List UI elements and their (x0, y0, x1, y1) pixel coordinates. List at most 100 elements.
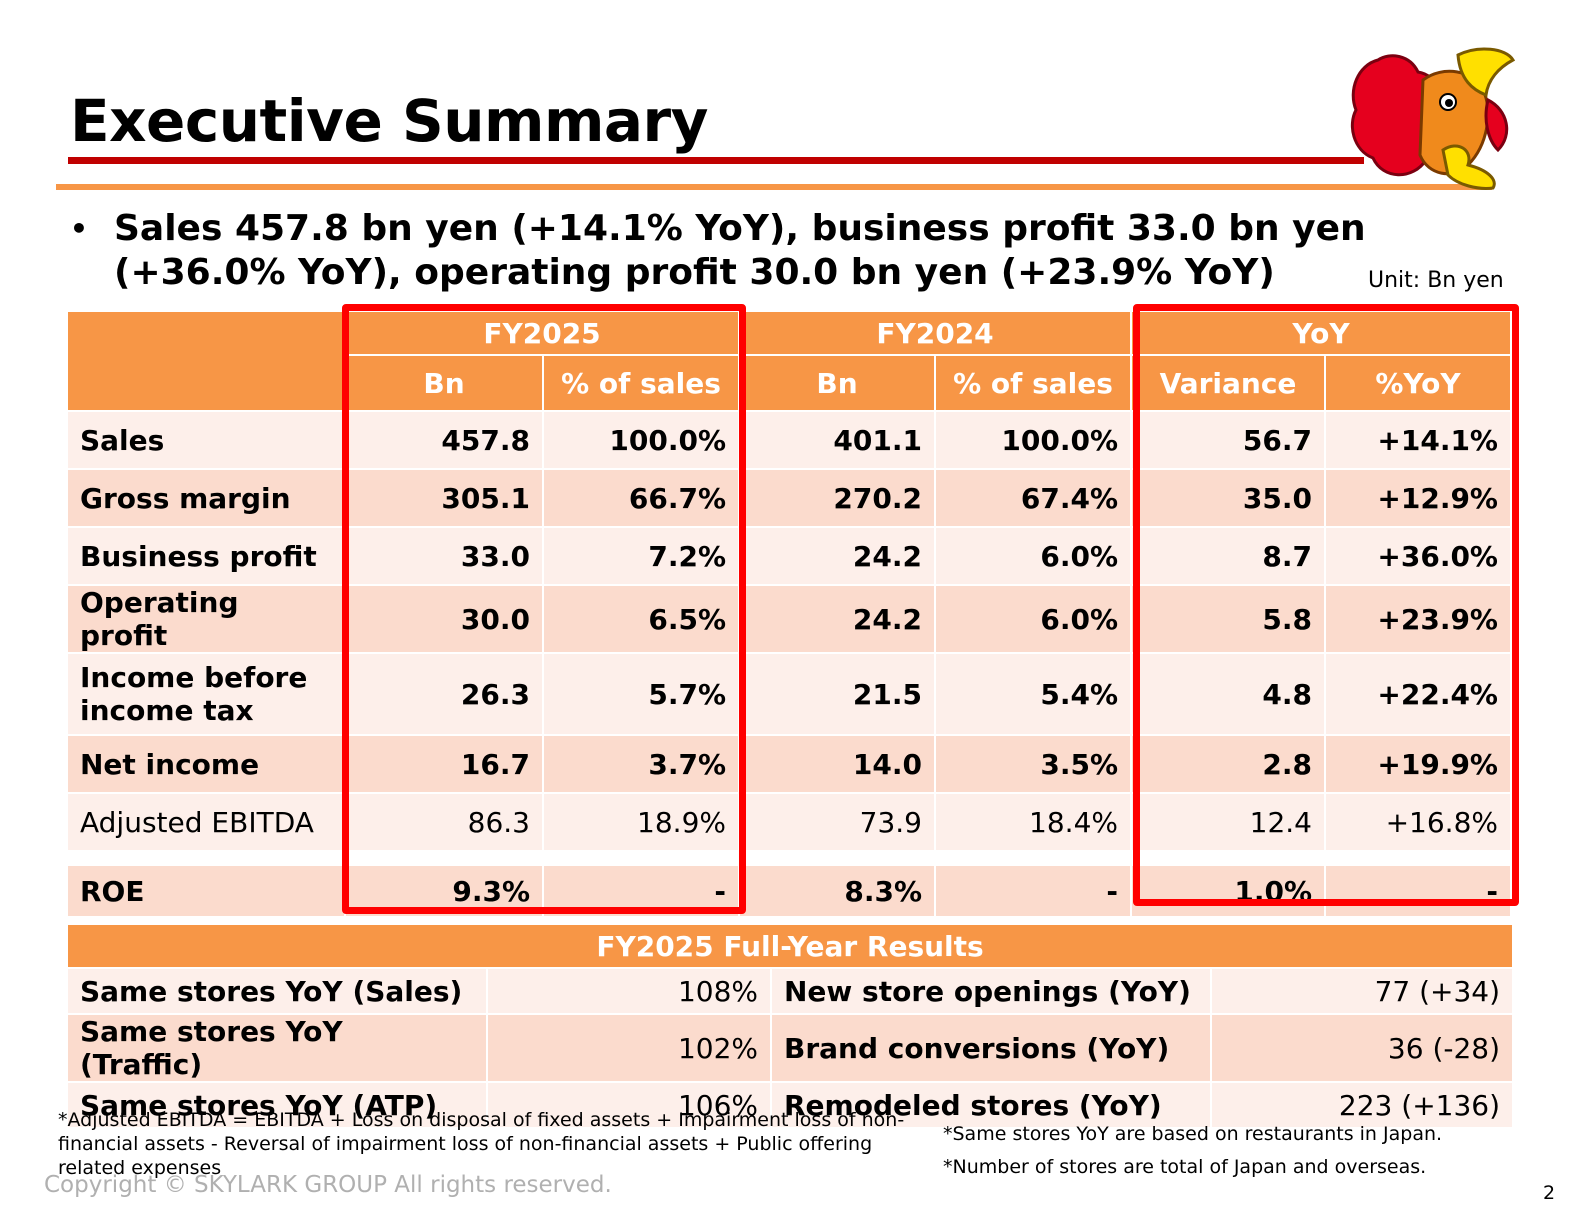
group-header-fy2025: FY2025 (344, 310, 740, 356)
cell: 100.0% (542, 410, 740, 470)
mascot-chicken-icon (1350, 47, 1516, 190)
cell: 6.5% (542, 584, 740, 654)
cell: +22.4% (1324, 652, 1512, 736)
row-label: Business profit (66, 526, 346, 586)
results-value: 77 (+34) (1209, 967, 1515, 1015)
cell: 67.4% (934, 468, 1132, 528)
cell: 270.2 (738, 468, 936, 528)
table-row: Gross margin 305.1 66.7% 270.2 67.4% 35.… (66, 468, 1512, 528)
results-label: New store openings (YoY) (770, 967, 1212, 1015)
cell: 3.7% (542, 734, 740, 794)
results-label: Brand conversions (YoY) (770, 1013, 1212, 1083)
page-title: Executive Summary (70, 87, 708, 155)
cell: +23.9% (1324, 584, 1512, 654)
cell: 73.9 (738, 792, 936, 852)
cell: +19.9% (1324, 734, 1512, 794)
row-label: ROE (66, 864, 346, 918)
table-row: Same stores YoY (Traffic) 102% Brand con… (66, 1013, 1515, 1083)
results-label: Same stores YoY (Traffic) (66, 1013, 488, 1083)
footnotes-right: *Same stores YoY are based on restaurant… (943, 1118, 1563, 1184)
subheader-variance: Variance (1130, 354, 1326, 412)
cell: 305.1 (344, 468, 544, 528)
cell: 12.4 (1130, 792, 1326, 852)
cell: 66.7% (542, 468, 740, 528)
table-row: Adjusted EBITDA 86.3 18.9% 73.9 18.4% 12… (66, 792, 1512, 852)
cell: - (934, 864, 1132, 918)
results-value: 36 (-28) (1209, 1013, 1515, 1083)
row-spacer (67, 851, 1511, 865)
summary-text: Sales 457.8 bn yen (+14.1% YoY), busines… (114, 208, 1366, 293)
group-header-fy2024: FY2024 (738, 310, 1132, 356)
results-label: Remodeled stores (YoY) (770, 1081, 1212, 1129)
results-label: Same stores YoY (ATP) (66, 1081, 488, 1129)
cell: 5.7% (542, 652, 740, 736)
footnote-ebitda: *Adjusted EBITDA = EBITDA + Loss on disp… (58, 1109, 905, 1179)
table-row: Business profit 33.0 7.2% 24.2 6.0% 8.7 … (66, 526, 1512, 586)
cell: 30.0 (344, 584, 544, 654)
cell: 401.1 (738, 410, 936, 470)
cell: 5.4% (934, 652, 1132, 736)
cell: 5.8 (1130, 584, 1326, 654)
table-row: Net income 16.7 3.7% 14.0 3.5% 2.8 +19.9… (66, 734, 1512, 794)
subheader-fy2025-bn: Bn (344, 354, 544, 412)
cell: 33.0 (344, 526, 544, 586)
cell: 6.0% (934, 526, 1132, 586)
table-row: Income before income tax 26.3 5.7% 21.5 … (66, 652, 1512, 736)
cell: +12.9% (1324, 468, 1512, 528)
row-label: Gross margin (66, 468, 346, 528)
results-label: Same stores YoY (Sales) (66, 967, 488, 1015)
cell: 3.5% (934, 734, 1132, 794)
unit-label: Unit: Bn yen (1368, 268, 1504, 293)
spacer-cell (67, 851, 1511, 865)
subheader-pct-yoy: %YoY (1324, 354, 1512, 412)
cell: 56.7 (1130, 410, 1326, 470)
footnote-stores-total: *Number of stores are total of Japan and… (943, 1156, 1427, 1178)
cell: - (1324, 864, 1512, 918)
cell: 457.8 (344, 410, 544, 470)
cell: 8.7 (1130, 526, 1326, 586)
cell: 4.8 (1130, 652, 1326, 736)
page-number: 2 (1543, 1182, 1556, 1204)
cell: 100.0% (934, 410, 1132, 470)
cell: 24.2 (738, 584, 936, 654)
financial-table: FY2025 FY2024 YoY Bn % of sales Bn % of … (66, 310, 1512, 918)
header-divider (56, 184, 1492, 190)
table-row: Same stores YoY (Sales) 108% New store o… (66, 967, 1515, 1015)
table-corner (66, 310, 346, 412)
subheader-fy2024-bn: Bn (738, 354, 936, 412)
subheader-fy2025-pct: % of sales (542, 354, 740, 412)
row-label: Income before income tax (66, 652, 346, 736)
highlight-box-fy2025 (342, 304, 746, 914)
cell: 6.0% (934, 584, 1132, 654)
copyright: Copyright © SKYLARK GROUP All rights res… (44, 1172, 612, 1198)
cell: 18.4% (934, 792, 1132, 852)
cell: 1.0% (1130, 864, 1326, 918)
results-value: 102% (486, 1013, 772, 1083)
bullet-marker: • (70, 212, 88, 245)
title-underline (68, 157, 1364, 164)
table-row: Sales 457.8 100.0% 401.1 100.0% 56.7 +14… (66, 410, 1512, 470)
table-row: Operating profit 30.0 6.5% 24.2 6.0% 5.8… (66, 584, 1512, 654)
cell: 35.0 (1130, 468, 1326, 528)
results-value: 223 (+136) (1209, 1081, 1515, 1129)
row-label: Sales (66, 410, 346, 470)
row-label: Net income (66, 734, 346, 794)
highlight-box-yoy (1133, 304, 1519, 906)
table-row: Same stores YoY (ATP) 106% Remodeled sto… (66, 1081, 1515, 1129)
full-year-results-table: FY2025 Full-Year Results Same stores YoY… (65, 923, 1515, 1129)
row-label: Adjusted EBITDA (66, 792, 346, 852)
cell: 18.9% (542, 792, 740, 852)
results-title: FY2025 Full-Year Results (65, 923, 1515, 969)
cell: 14.0 (738, 734, 936, 794)
cell: +16.8% (1324, 792, 1512, 852)
results-value: 108% (486, 967, 772, 1015)
footnote-same-stores: *Same stores YoY are based on restaurant… (943, 1123, 1443, 1145)
cell: 2.8 (1130, 734, 1326, 794)
cell: 21.5 (738, 652, 936, 736)
subheader-fy2024-pct: % of sales (934, 354, 1132, 412)
cell: 8.3% (738, 864, 936, 918)
cell: +36.0% (1324, 526, 1512, 586)
cell: +14.1% (1324, 410, 1512, 470)
group-header-yoy: YoY (1130, 310, 1512, 356)
row-label: Operating profit (66, 584, 346, 654)
